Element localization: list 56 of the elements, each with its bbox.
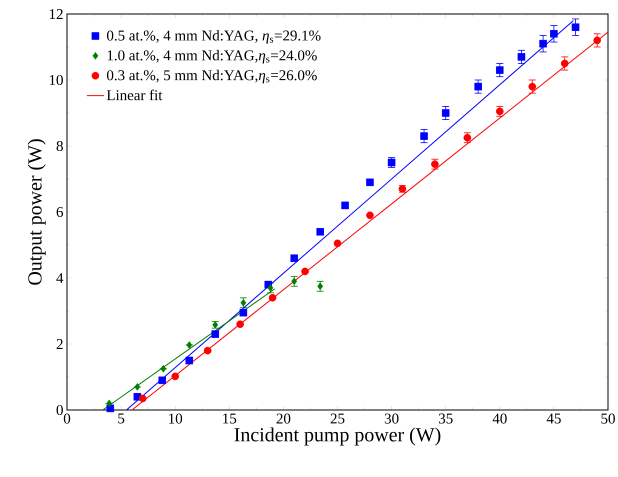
point [572,23,580,31]
x-tick-label: 35 [438,414,453,424]
point [134,383,140,391]
x-tick-label: 10 [169,414,182,424]
x-tick-label: 40 [492,414,507,424]
y-tick-label: 8 [56,140,63,152]
point [106,400,112,408]
point [366,178,374,186]
x-tick-label: 30 [384,414,399,424]
point [301,268,309,276]
point [560,60,569,68]
y-tick-label: 2 [56,339,63,349]
x-tick-label: 45 [546,414,561,424]
legend-label: 0.5 at.%, 4 mm Nd:YAG, η$_{s}$=29.1% [106,30,321,44]
point [442,109,450,117]
legend-label: 0.3 at.%, 5 mm Nd:YAG,η$_{s}$=26.0% [106,70,317,84]
point [496,66,504,74]
point [528,82,536,90]
point [186,341,192,349]
point [341,202,349,210]
y-tick-label: 12 [50,9,63,19]
x-tick-label: 5 [118,414,124,424]
x-tick-label: 0 [64,414,70,424]
point [291,278,298,286]
point [138,394,147,402]
point [474,82,482,90]
point [593,36,601,44]
point [539,40,547,48]
point [334,240,342,248]
point [366,212,374,220]
point [185,356,194,364]
legend-label: 1.0 at.%, 4 mm Nd:YAG,η$_{s}$=24.0% [108,50,317,64]
point [420,132,428,140]
point [290,254,298,262]
x-tick-label: 15 [223,414,236,424]
legend-label: Linear fit [106,90,162,100]
point [316,228,324,236]
x-axis-title: Incident pump power (W) [234,427,440,446]
x-tick-label: 20 [276,414,290,424]
x-tick-label: 25 [330,414,344,424]
point [240,308,248,316]
y-tick-label: 0 [56,404,63,416]
point [171,372,179,380]
point [211,330,220,338]
point [204,346,212,354]
y-tick-label: 4 [56,273,64,283]
point [236,320,244,328]
point [158,376,166,384]
y-tick-label: 10 [50,74,63,86]
point [268,294,276,302]
point [518,53,526,61]
y-tick-label: 6 [56,206,64,218]
y-axis-title: Output power (W) [28,139,46,285]
point [160,364,166,373]
x-tick-label: 50 [601,414,615,424]
point [550,30,558,38]
